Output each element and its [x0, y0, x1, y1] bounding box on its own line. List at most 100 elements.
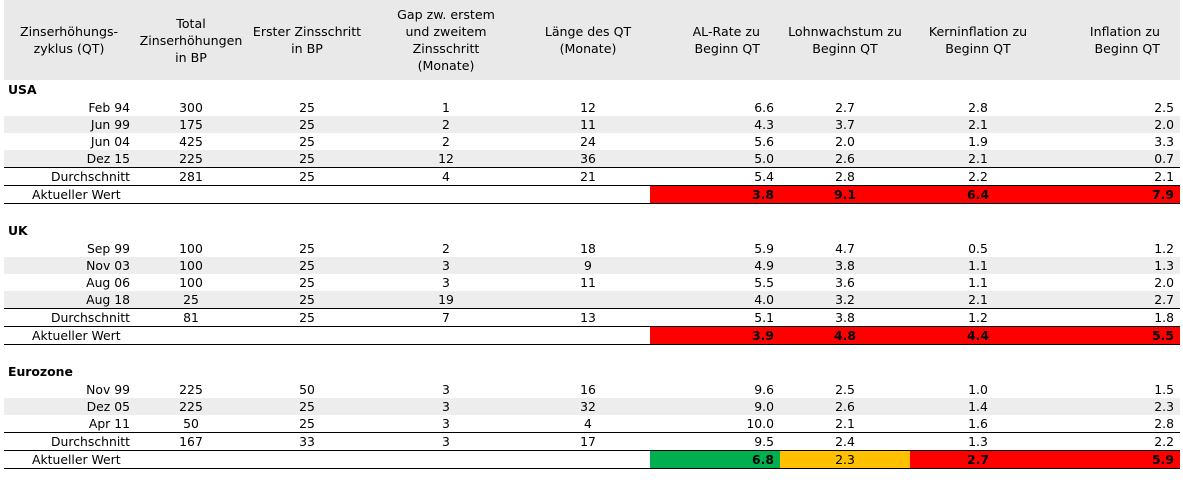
- average-gap-months: 7: [366, 308, 526, 327]
- total-hikes: 25: [134, 291, 248, 309]
- empty-cell: [134, 185, 248, 204]
- inflation: 2.3: [1046, 398, 1180, 415]
- cycle-label: Apr 11: [88, 416, 130, 431]
- unemployment-rate: 4.9: [650, 257, 780, 274]
- empty-cell: [248, 185, 366, 204]
- unemployment-rate: 5.9: [754, 241, 774, 256]
- average-total-hikes: 167: [134, 432, 248, 451]
- table-row: Apr 11 50 25 3 4 10.0 2.1 1.6 2.8: [4, 415, 1180, 433]
- first-step: 25: [248, 257, 366, 274]
- average-core-inflation: 1.3: [910, 432, 1046, 451]
- average-total-hikes: 81: [134, 308, 248, 327]
- wage-growth: 2.1: [835, 416, 855, 431]
- total-hikes: 100: [179, 241, 203, 256]
- inflation: 0.7: [1046, 150, 1180, 168]
- total-hikes: 50: [183, 416, 199, 431]
- header-cycle: Zinserhöhungs-zyklus (QT): [4, 0, 134, 80]
- average-first-step: 25: [248, 167, 366, 186]
- section-title: USA: [8, 82, 37, 97]
- current-value-row: Aktueller Wert 3.9 4.8 4.4 5.5: [4, 326, 1180, 345]
- total-hikes: 225: [134, 150, 248, 168]
- first-step: 50: [299, 382, 315, 397]
- section-header-row: Eurozone: [4, 362, 1180, 381]
- gap-months: 3: [442, 275, 450, 290]
- gap-months: 19: [366, 291, 526, 309]
- total-hikes: 100: [179, 275, 203, 290]
- table-row: Jun 04 425 25 2 24 5.6 2.0 1.9 3.3: [4, 133, 1180, 150]
- header-unemployment-rate: AL-Rate zu Beginn QT: [650, 0, 780, 80]
- length-months: 11: [580, 275, 596, 290]
- inflation: 1.2: [1154, 241, 1174, 256]
- empty-cell: [366, 450, 526, 469]
- gap-months: 3: [442, 382, 450, 397]
- gap-months: 2: [442, 134, 450, 149]
- average-row: Durchschnitt 281 25 4 21 5.4 2.8 2.2 2.1: [4, 167, 1180, 186]
- current-value-label: Aktueller Wert: [4, 450, 134, 469]
- table-row: Aug 18 25 25 19 4.0 3.2 2.1 2.7: [4, 291, 1180, 309]
- header-core-inflation: Kerninflation zu Beginn QT: [910, 0, 1046, 80]
- core-inflation: 1.0: [968, 382, 988, 397]
- average-cycle-label: Durchschnitt: [4, 308, 134, 327]
- empty-cell: [526, 185, 650, 204]
- inflation: 2.0: [1046, 116, 1180, 133]
- spacer-row: [4, 204, 1180, 222]
- core-inflation: 2.1: [910, 116, 1046, 133]
- gap-months: 3: [366, 257, 526, 274]
- unemployment-rate: 5.0: [650, 150, 780, 168]
- length-months: 32: [526, 398, 650, 415]
- core-inflation: 1.6: [968, 416, 988, 431]
- current-unemployment-rate: 3.9: [650, 326, 780, 345]
- rate-hike-cycles-table: Zinserhöhungs-zyklus (QT) Total Zinserhöh…: [4, 0, 1180, 469]
- core-inflation: 2.1: [910, 291, 1046, 309]
- wage-growth: 2.6: [780, 398, 910, 415]
- header-first-step: Erster Zinsschritt in BP: [248, 0, 366, 80]
- empty-cell: [526, 326, 650, 345]
- header-wage-growth: Lohnwachstum zu Beginn QT: [780, 0, 910, 80]
- current-value-label: Aktueller Wert: [4, 326, 134, 345]
- average-wage-growth: 3.8: [780, 308, 910, 327]
- empty-cell: [366, 326, 526, 345]
- inflation: 2.8: [1154, 416, 1174, 431]
- table-row: Dez 05 225 25 3 32 9.0 2.6 1.4 2.3: [4, 398, 1180, 415]
- core-inflation: 1.1: [910, 257, 1046, 274]
- empty-cell: [248, 450, 366, 469]
- total-hikes: 100: [134, 257, 248, 274]
- length-months: 16: [580, 382, 596, 397]
- current-inflation: 5.5: [1046, 326, 1180, 345]
- core-inflation: 1.9: [968, 134, 988, 149]
- first-step: 25: [299, 275, 315, 290]
- unemployment-rate: 4.0: [650, 291, 780, 309]
- total-hikes: 225: [134, 398, 248, 415]
- unemployment-rate: 9.6: [754, 382, 774, 397]
- core-inflation: 0.5: [968, 241, 988, 256]
- cycle-label: Aug 18: [4, 291, 134, 309]
- current-core-inflation: 6.4: [910, 185, 1046, 204]
- table-row: Aug 06 100 25 3 11 5.5 3.6 1.1 2.0: [4, 274, 1180, 291]
- inflation: 1.5: [1154, 382, 1174, 397]
- total-hikes: 425: [179, 134, 203, 149]
- first-step: 25: [248, 150, 366, 168]
- cycle-label: Dez 05: [4, 398, 134, 415]
- current-core-inflation: 4.4: [910, 326, 1046, 345]
- cycle-label: Jun 99: [4, 116, 134, 133]
- current-value-row: Aktueller Wert 3.8 9.1 6.4 7.9: [4, 185, 1180, 204]
- length-months: 36: [526, 150, 650, 168]
- length-months: 11: [526, 116, 650, 133]
- first-step: 25: [299, 416, 315, 431]
- header-gap: Gap zw. erstem und zweitem Zinsschritt (Mon…: [366, 0, 526, 80]
- first-step: 25: [299, 241, 315, 256]
- table-row: Sep 99 100 25 2 18 5.9 4.7 0.5 1.2: [4, 240, 1180, 257]
- cycle-label: Nov 99: [86, 382, 130, 397]
- length-months: 24: [580, 134, 596, 149]
- current-wage-growth: 9.1: [780, 185, 910, 204]
- first-step: 25: [248, 116, 366, 133]
- inflation: 1.3: [1046, 257, 1180, 274]
- gap-months: 12: [366, 150, 526, 168]
- current-unemployment-rate: 6.8: [650, 450, 780, 469]
- current-unemployment-rate: 3.8: [650, 185, 780, 204]
- current-core-inflation: 2.7: [910, 450, 1046, 469]
- first-step: 25: [299, 100, 315, 115]
- header-row: Zinserhöhungs-zyklus (QT) Total Zinserhöh…: [4, 0, 1180, 80]
- inflation: 2.5: [1154, 100, 1174, 115]
- cycle-label: Sep 99: [86, 241, 130, 256]
